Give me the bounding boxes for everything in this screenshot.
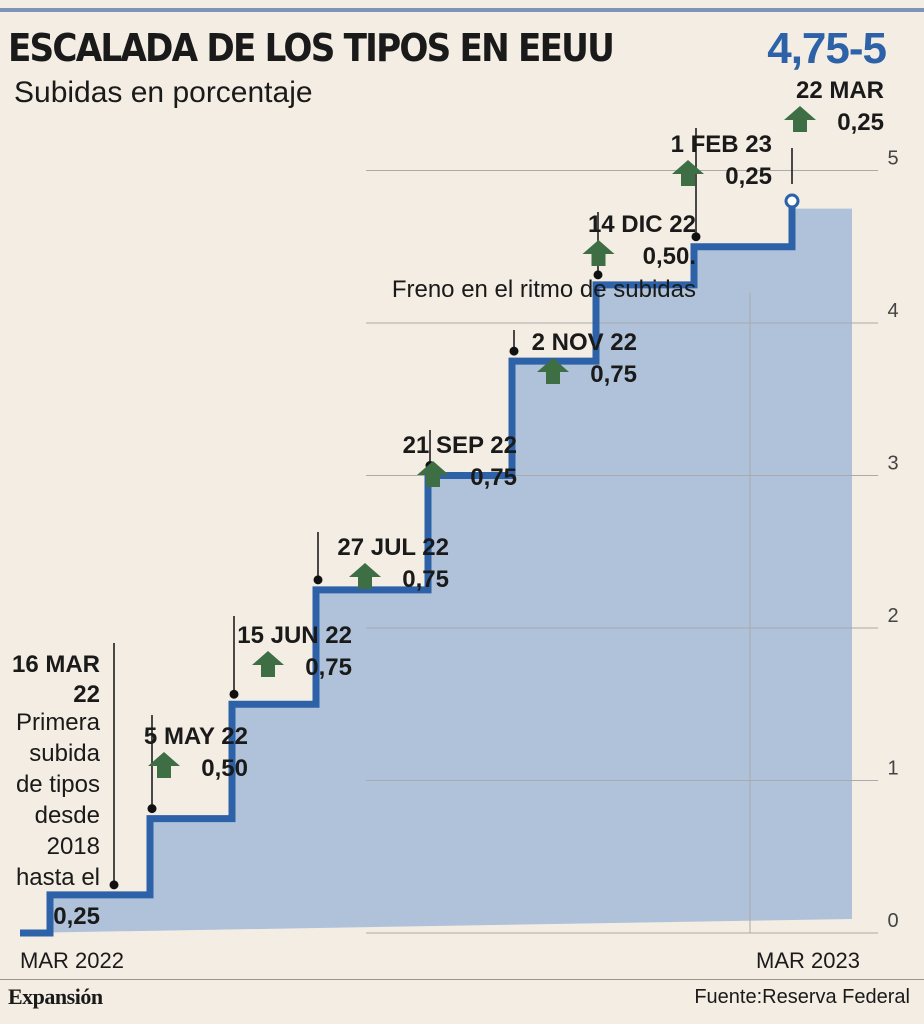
annotation-value: 0,75 xyxy=(402,566,449,593)
annotation-dot xyxy=(109,880,119,890)
rate-area xyxy=(20,208,852,933)
source-note: Fuente:Reserva Federal xyxy=(694,986,910,1008)
annotation-text: hasta el xyxy=(16,864,100,891)
y-tick-label: 4 xyxy=(887,300,898,322)
annotation-dot xyxy=(593,270,603,280)
top-rule xyxy=(0,8,924,12)
annotation-value: 0,50. xyxy=(643,243,696,270)
y-tick-label: 3 xyxy=(887,453,898,475)
y-tick-label: 0 xyxy=(887,910,898,932)
latest-rate-marker xyxy=(784,193,800,209)
up-arrow-icon xyxy=(784,106,816,132)
x-tick-label: MAR 2023 xyxy=(756,948,860,973)
annotation-date: 14 DIC 22 xyxy=(588,211,696,238)
up-arrow-icon xyxy=(252,651,284,677)
current-rate-range: 4,75-5 xyxy=(767,24,887,73)
annotation-text: subida xyxy=(29,740,100,767)
annotation-value: 0,25 xyxy=(725,163,772,190)
annotation-text: desde xyxy=(35,802,100,829)
annotation-date: 22 MAR xyxy=(796,77,884,104)
annotation-value: 0,50 xyxy=(201,755,248,782)
annotation-value: 0,25 xyxy=(837,109,884,136)
annotation-date: 27 JUL 22 xyxy=(337,534,449,561)
annotation-date: 1 FEB 23 xyxy=(671,131,772,158)
annotation-date: 15 JUN 22 xyxy=(237,622,352,649)
annotation-date: 2 NOV 22 xyxy=(532,329,637,356)
up-arrow-icon xyxy=(537,358,569,384)
chart-title: ESCALADA DE LOS TIPOS EN EEUU xyxy=(8,26,615,70)
annotation-dot xyxy=(509,346,519,356)
up-arrow-icon xyxy=(417,461,449,487)
annotation-date: 21 SEP 22 xyxy=(403,432,517,459)
x-tick-label: MAR 2022 xyxy=(20,948,124,973)
up-arrow-icon xyxy=(582,240,615,266)
brand-logo: Expansión xyxy=(8,984,103,1009)
annotation-date: 5 MAY 22 xyxy=(144,723,248,750)
y-tick-label: 2 xyxy=(887,605,898,627)
annotation-text: de tipos xyxy=(16,771,100,798)
y-tick-label: 5 xyxy=(887,148,898,170)
annotation-dot xyxy=(229,689,239,699)
up-arrow-icon xyxy=(672,160,704,186)
annotation-text: 2018 xyxy=(47,833,100,860)
annotation-text: Primera xyxy=(16,709,101,736)
annotation-note: Freno en el ritmo de subidas xyxy=(392,276,696,303)
up-arrow-icon xyxy=(349,563,381,589)
annotation-dot xyxy=(147,804,157,814)
annotation-date: 16 MAR xyxy=(12,651,100,678)
annotation-dot xyxy=(691,232,701,242)
up-arrow-icon xyxy=(148,752,180,778)
annotation-value: 0,75 xyxy=(590,361,637,388)
chart-subtitle: Subidas en porcentaje xyxy=(14,76,313,109)
y-tick-label: 1 xyxy=(887,758,898,780)
annotation-date: 22 xyxy=(73,681,100,708)
annotation-value: 0,75 xyxy=(305,654,352,681)
annotation-value: 0,75 xyxy=(470,464,517,491)
rate-step-line xyxy=(20,201,796,937)
annotation-value: 0,25 xyxy=(53,903,100,930)
footer-rule xyxy=(0,979,924,980)
annotation-dot xyxy=(313,575,323,585)
